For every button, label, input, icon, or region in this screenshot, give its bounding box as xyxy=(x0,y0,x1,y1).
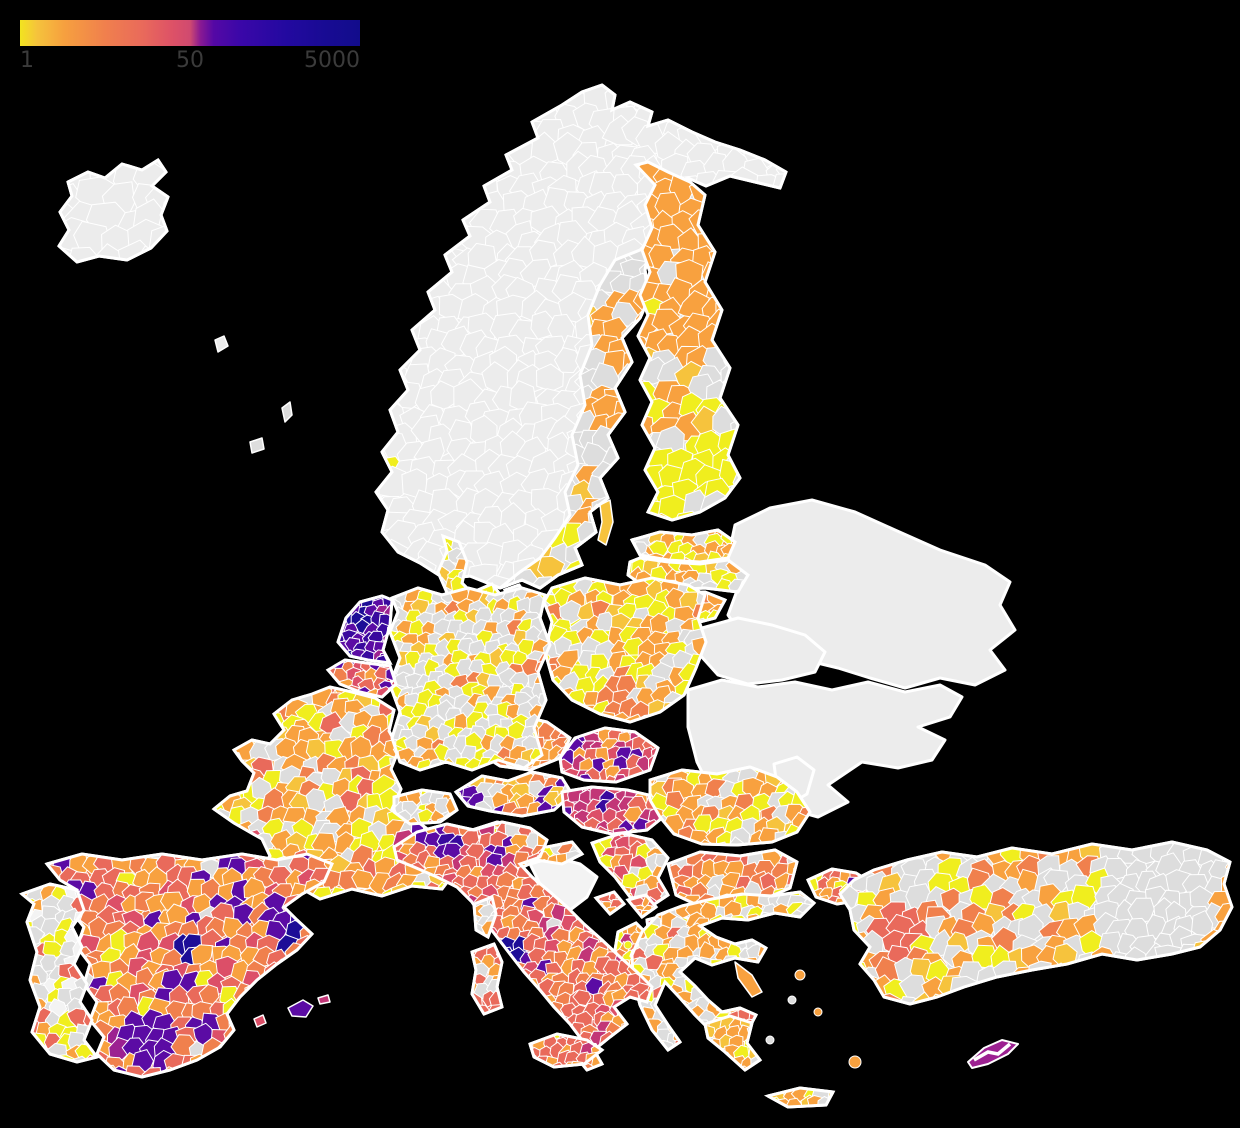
island-corsica xyxy=(472,894,498,940)
island-sardinia xyxy=(470,942,504,1016)
island-corfu xyxy=(623,940,633,950)
country-bulgaria xyxy=(666,848,799,907)
country-united-kingdom xyxy=(236,462,338,702)
island-ibiza xyxy=(253,1014,267,1028)
region-peloponnese xyxy=(703,1014,763,1072)
country-faroe-islands xyxy=(214,335,229,353)
country-turkey xyxy=(838,840,1234,1006)
country-montenegro xyxy=(593,890,627,917)
country-serbia xyxy=(589,831,671,909)
island-chios xyxy=(787,995,797,1005)
country-slovakia xyxy=(558,726,660,784)
island-rhodes xyxy=(848,1055,862,1069)
legend-gradient-bar xyxy=(20,20,360,46)
country-sweden xyxy=(499,235,653,590)
country-estonia xyxy=(629,528,737,564)
iceland-regions xyxy=(59,160,168,262)
island-menorca xyxy=(317,994,331,1005)
island-naxos xyxy=(765,1035,775,1045)
island-lesbos xyxy=(794,969,806,981)
color-scale-legend: 1 50 5000 xyxy=(20,20,360,76)
country-belarus xyxy=(698,616,827,686)
island-crete xyxy=(763,1086,836,1109)
legend-tick-labels: 1 50 5000 xyxy=(20,46,360,76)
country-ireland xyxy=(104,545,196,656)
country-romania xyxy=(648,765,812,847)
country-netherlands xyxy=(336,594,394,665)
cyprus-division-line xyxy=(973,1042,1012,1062)
country-portugal xyxy=(19,882,100,1064)
island-euboea xyxy=(734,961,763,998)
country-greece xyxy=(630,890,817,1053)
country-iceland xyxy=(57,157,170,264)
country-spain xyxy=(44,852,335,1079)
legend-tick-max: 5000 xyxy=(304,48,360,73)
small-islands-group xyxy=(623,940,862,1069)
country-finland xyxy=(633,160,742,522)
country-belgium xyxy=(325,658,398,699)
country-orkney xyxy=(249,437,265,454)
country-switzerland xyxy=(392,788,459,826)
legend-tick-mid: 50 xyxy=(176,48,204,73)
country-shetland xyxy=(281,401,293,423)
country-hungary xyxy=(560,785,669,836)
crete-regions xyxy=(768,1088,833,1107)
island-gotland xyxy=(597,499,614,546)
country-kosovo xyxy=(625,893,659,920)
island-mallorca xyxy=(287,999,314,1018)
legend-tick-min: 1 xyxy=(20,48,34,73)
island-sicily xyxy=(528,1032,605,1069)
island-samos xyxy=(813,1007,823,1017)
